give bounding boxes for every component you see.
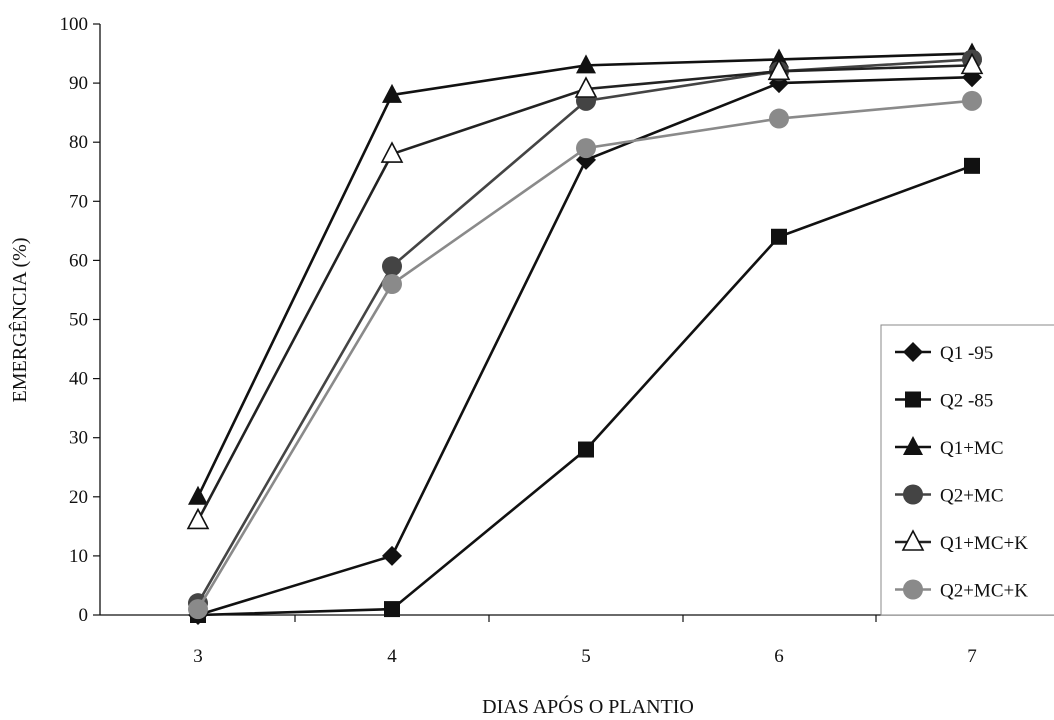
y-tick-label: 40 — [69, 369, 88, 390]
series-line — [196, 52, 973, 498]
series-line — [196, 99, 973, 610]
y-tick-label: 100 — [60, 14, 89, 35]
legend-label: Q1 -95 — [940, 343, 993, 364]
y-tick-label: 0 — [79, 605, 89, 626]
axes: 0 10 20 30 40 50 60 70 80 90 100 3 4 5 6 7 — [60, 14, 1054, 667]
data-point — [188, 485, 208, 505]
data-point — [186, 507, 210, 530]
x-tick-label: 5 — [581, 646, 591, 667]
legend-label: Q2+MC — [940, 486, 1004, 507]
series-3 — [188, 49, 982, 614]
legend-item: Q2 -85 — [895, 391, 993, 412]
legend-marker — [903, 579, 923, 600]
legend-item: Q2+MC+K — [895, 579, 1028, 602]
y-tick-label: 50 — [69, 310, 88, 331]
legend-marker — [905, 391, 921, 408]
data-point — [382, 83, 402, 103]
data-point — [964, 157, 980, 174]
data-point — [382, 256, 402, 277]
y-tick-label: 10 — [69, 546, 88, 567]
legend: Q1 -95 Q2 -85 Q1+MC Q2+MC Q1+MC+K Q2+MC+K — [880, 324, 1054, 616]
data-point — [380, 141, 404, 163]
y-tick-label: 90 — [69, 73, 88, 94]
x-tick-label: 7 — [967, 646, 977, 667]
data-point — [769, 108, 789, 129]
legend-marker — [903, 342, 923, 362]
legend-item: Q1+MC+K — [895, 529, 1028, 554]
y-axis-title: EMERGÊNCIA (%) — [8, 238, 31, 403]
series-line — [197, 164, 973, 617]
data-point — [382, 545, 402, 566]
data-point — [771, 228, 787, 245]
y-tick-label: 20 — [69, 487, 88, 508]
legend-label: Q2 -85 — [940, 391, 993, 412]
data-point — [576, 138, 596, 159]
data-point — [960, 52, 984, 75]
x-tick-label: 6 — [774, 646, 784, 667]
data-point — [767, 58, 791, 81]
y-tick-label: 70 — [69, 191, 88, 212]
legend-item: Q1+MC — [895, 436, 1004, 459]
data-point — [574, 76, 598, 98]
legend-label: Q1+MC+K — [940, 533, 1028, 554]
data-point — [188, 599, 208, 620]
legend-box — [880, 324, 1054, 616]
data-point — [578, 441, 594, 458]
legend-label: Q2+MC+K — [940, 581, 1028, 602]
x-tick-label: 4 — [387, 646, 397, 667]
series-4 — [186, 52, 984, 530]
legend-marker — [903, 436, 923, 455]
data-point — [576, 54, 596, 74]
x-axis-title: DIAS APÓS O PLANTIO — [482, 694, 694, 718]
legend-marker — [903, 484, 923, 505]
data-point — [382, 274, 402, 295]
legend-item: Q2+MC — [895, 484, 1004, 507]
y-tick-label: 30 — [69, 428, 88, 449]
series-layer — [186, 42, 984, 625]
series-5 — [188, 90, 982, 620]
data-point — [384, 601, 400, 618]
data-point — [962, 90, 982, 111]
legend-marker — [901, 529, 925, 551]
y-tick-label: 80 — [69, 132, 88, 153]
x-tick-label: 3 — [193, 646, 203, 667]
legend-item: Q1 -95 — [895, 342, 993, 364]
y-tick-label: 60 — [69, 250, 88, 271]
series-1 — [190, 157, 980, 623]
legend-label: Q1+MC — [940, 438, 1004, 459]
